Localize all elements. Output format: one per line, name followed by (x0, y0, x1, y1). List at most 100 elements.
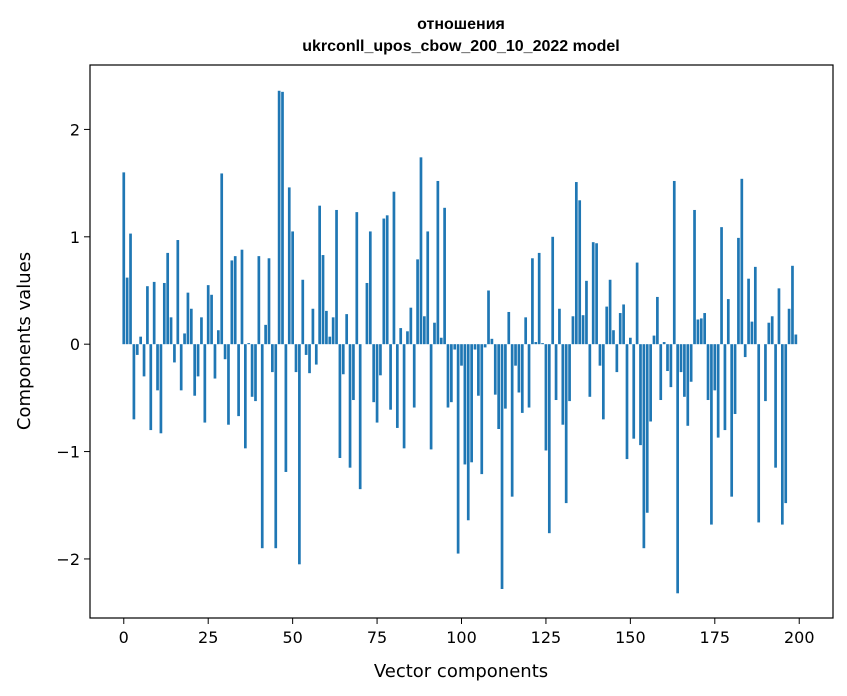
bar-component-132 (568, 344, 571, 402)
bar-component-74 (372, 344, 376, 403)
bar-component-194 (777, 288, 781, 345)
bar-component-1 (125, 277, 129, 345)
bar-component-20 (189, 308, 193, 345)
bar-component-153 (639, 344, 642, 446)
bar-component-175 (713, 344, 717, 391)
bar-component-150 (629, 337, 632, 345)
bar-component-28 (216, 330, 220, 345)
bars-group (122, 90, 798, 594)
bar-component-180 (730, 344, 734, 497)
x-tick-label: 175 (700, 628, 731, 647)
bar-component-75 (375, 344, 379, 423)
bar-component-5 (139, 336, 143, 345)
bar-component-149 (625, 344, 629, 460)
bar-component-54 (304, 344, 308, 355)
bar-component-121 (531, 258, 534, 345)
bar-component-17 (179, 344, 183, 391)
bar-component-151 (632, 344, 636, 439)
x-tick-label: 0 (119, 628, 129, 647)
bar-component-105 (477, 344, 480, 396)
bar-component-90 (426, 231, 430, 345)
bar-component-116 (514, 344, 517, 366)
bar-component-126 (547, 344, 551, 534)
bar-component-77 (382, 218, 386, 345)
bar-component-55 (308, 344, 311, 374)
bar-component-141 (598, 344, 602, 366)
bar-component-26 (210, 294, 213, 345)
bar-component-31 (227, 344, 230, 425)
bar-component-56 (311, 308, 315, 345)
bar-component-65 (341, 344, 345, 375)
bar-component-14 (169, 317, 173, 345)
bar-component-3 (132, 344, 136, 420)
bar-component-117 (517, 344, 521, 393)
bar-component-96 (446, 344, 450, 408)
bar-component-111 (497, 344, 500, 430)
bar-component-12 (162, 282, 166, 345)
bar-component-92 (433, 322, 436, 345)
bar-component-137 (585, 280, 588, 345)
bar-component-167 (686, 344, 690, 426)
bar-component-23 (200, 317, 203, 345)
bar-component-37 (247, 343, 251, 345)
bar-component-48 (284, 344, 288, 472)
bar-component-97 (450, 344, 453, 403)
bar-component-11 (159, 344, 163, 434)
bar-component-8 (149, 344, 153, 431)
bar-component-63 (335, 209, 338, 345)
y-tick-label: 0 (70, 335, 80, 354)
bar-component-188 (757, 344, 761, 523)
bar-component-128 (554, 344, 558, 401)
bar-component-16 (176, 240, 180, 345)
plot-frame (89, 64, 834, 619)
bar-component-138 (588, 344, 592, 397)
chart-title-line2: ukrconll_upos_cbow_200_10_2022 model (302, 38, 619, 55)
bar-component-73 (368, 231, 372, 345)
x-axis-ticks: 0 25 50 75 100 125 150 175 200 (119, 618, 815, 647)
bar-component-148 (622, 304, 625, 345)
bar-component-162 (669, 344, 673, 388)
bar-component-91 (429, 344, 433, 450)
x-tick-label: 100 (446, 628, 477, 647)
bar-component-64 (338, 344, 342, 458)
bar-component-139 (591, 242, 595, 345)
bar-component-157 (652, 335, 656, 345)
bar-component-69 (355, 212, 359, 345)
bar-component-125 (544, 344, 548, 451)
bar-component-52 (298, 344, 301, 565)
y-tick-label: 1 (70, 228, 80, 247)
bar-component-79 (389, 344, 392, 410)
bar-component-171 (699, 318, 703, 345)
bar-component-173 (706, 344, 710, 401)
bar-component-85 (409, 307, 413, 345)
bar-component-190 (764, 344, 767, 402)
bar-component-32 (230, 260, 234, 345)
x-axis-label: Vector components (374, 661, 548, 682)
bar-component-70 (358, 344, 362, 490)
bar-component-99 (456, 344, 460, 554)
bar-component-106 (480, 344, 484, 475)
bar-component-22 (196, 344, 200, 377)
bar-component-58 (318, 205, 321, 345)
bar-component-166 (683, 344, 686, 397)
bar-component-155 (645, 344, 649, 513)
y-tick-label: −1 (56, 443, 80, 462)
bar-component-21 (193, 344, 197, 396)
bar-component-185 (747, 278, 750, 345)
bar-component-199 (794, 334, 798, 345)
bar-component-51 (294, 344, 298, 373)
bar-component-161 (666, 344, 669, 372)
bar-component-107 (483, 344, 487, 348)
bar-component-27 (213, 344, 217, 379)
bar-component-134 (574, 182, 578, 345)
bar-component-101 (463, 344, 467, 465)
bar-component-113 (504, 344, 507, 409)
bar-component-169 (693, 209, 696, 345)
bar-component-129 (558, 308, 561, 345)
bar-component-0 (122, 172, 126, 345)
y-tick-label: 2 (70, 120, 80, 139)
bar-component-196 (784, 344, 788, 504)
bar-component-130 (561, 344, 565, 425)
bar-component-110 (493, 344, 497, 395)
